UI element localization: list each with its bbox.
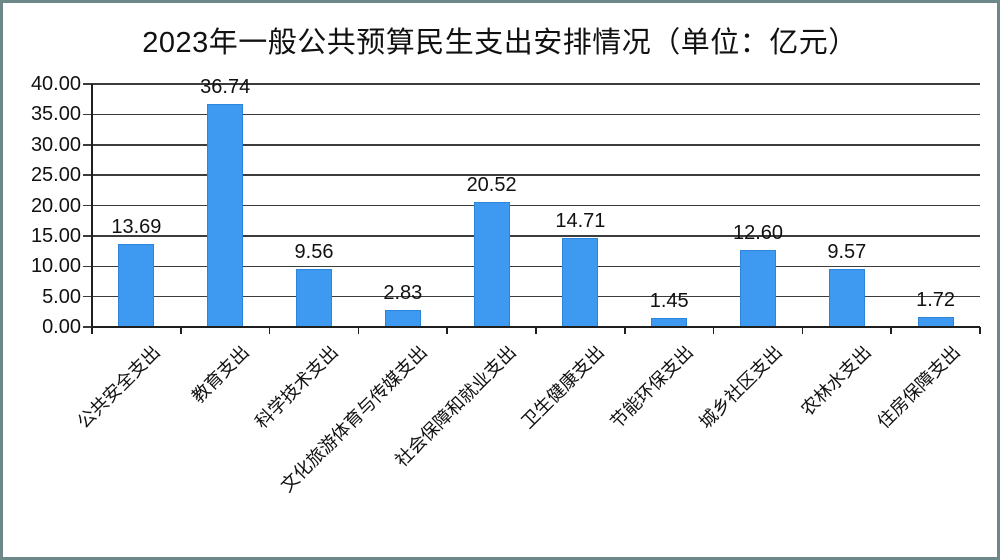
x-axis-tick [979, 327, 981, 334]
gridline [92, 113, 980, 116]
y-axis-label: 15.00 [30, 224, 81, 247]
bar-value-label: 2.83 [383, 281, 423, 304]
y-axis-label: 0.00 [42, 316, 81, 338]
bar-value-label: 14.71 [555, 209, 606, 232]
y-axis-tick [83, 295, 92, 298]
y-axis-label: 20.00 [30, 194, 81, 217]
x-axis-label-text: 科学技术支出 [251, 341, 342, 433]
x-axis-tick [535, 327, 537, 334]
y-axis-tick [83, 326, 92, 328]
x-axis-label-text: 文化旅游体育与传媒支出 [276, 341, 431, 496]
chart-title: 2023年一般公共预算民生支出安排情况（单位：亿元） [142, 27, 858, 59]
gridline [92, 174, 980, 176]
bar-value-label: 13.69 [111, 215, 162, 238]
y-axis-label: 30.00 [30, 133, 81, 156]
x-axis-tick [890, 327, 892, 334]
y-axis-tick [83, 144, 92, 146]
y-axis-label: 10.00 [30, 255, 81, 278]
y-axis-tick [83, 204, 92, 207]
y-axis-tick [83, 235, 92, 237]
bar [296, 268, 332, 327]
bar-value-label: 1.72 [916, 288, 956, 311]
x-axis-tick [357, 327, 360, 334]
x-axis-tick [268, 327, 271, 334]
x-axis-label-text: 住房保障支出 [873, 341, 964, 433]
plot-area: 0.00 5.00 10.00 15.00 20.00 25.00 30.00 35.00 40… [3, 3, 997, 557]
x-axis-label-text: 节能环保支出 [606, 341, 698, 433]
bar [384, 309, 421, 327]
bar [473, 202, 510, 327]
bar-value-label: 9.56 [294, 240, 334, 263]
gridline [92, 83, 980, 85]
bar [828, 268, 865, 327]
bar-value-label: 9.57 [827, 240, 867, 263]
x-axis-label-text: 农林水支出 [796, 341, 875, 420]
y-axis-label: 35.00 [30, 103, 81, 126]
x-axis-tick [624, 327, 626, 334]
x-axis-tick [712, 327, 715, 334]
bar-value-label: 1.45 [649, 290, 689, 313]
y-axis-label: 40.00 [30, 73, 81, 95]
y-axis-tick [83, 174, 92, 176]
x-axis-label-text: 公共安全支出 [73, 341, 165, 433]
x-axis-tick [180, 327, 182, 334]
x-axis-tick [801, 327, 804, 334]
bar-value-label: 12.60 [732, 222, 784, 245]
bar-value-label: 36.74 [200, 75, 251, 98]
x-axis-label-text: 卫生健康支出 [517, 341, 609, 433]
bar [562, 237, 599, 327]
gridline [92, 265, 980, 267]
y-axis-line [90, 84, 93, 334]
gridline [92, 295, 980, 298]
y-axis-tick [83, 83, 92, 85]
y-axis-tick [83, 265, 92, 267]
bar [118, 243, 155, 327]
y-axis-label: 5.00 [42, 285, 81, 308]
y-axis-tick [83, 113, 92, 116]
gridline [92, 235, 980, 237]
x-axis-tick [446, 327, 448, 334]
x-axis-label-text: 教育支出 [188, 341, 254, 407]
x-axis-label-text: 城乡社区支出 [695, 341, 786, 433]
gridline [92, 204, 980, 207]
bar [740, 250, 776, 327]
y-axis-label: 25.00 [30, 164, 81, 187]
bar [207, 103, 244, 327]
bar-value-label: 20.52 [466, 174, 517, 197]
x-axis-line [90, 325, 980, 328]
gridline [92, 144, 980, 146]
